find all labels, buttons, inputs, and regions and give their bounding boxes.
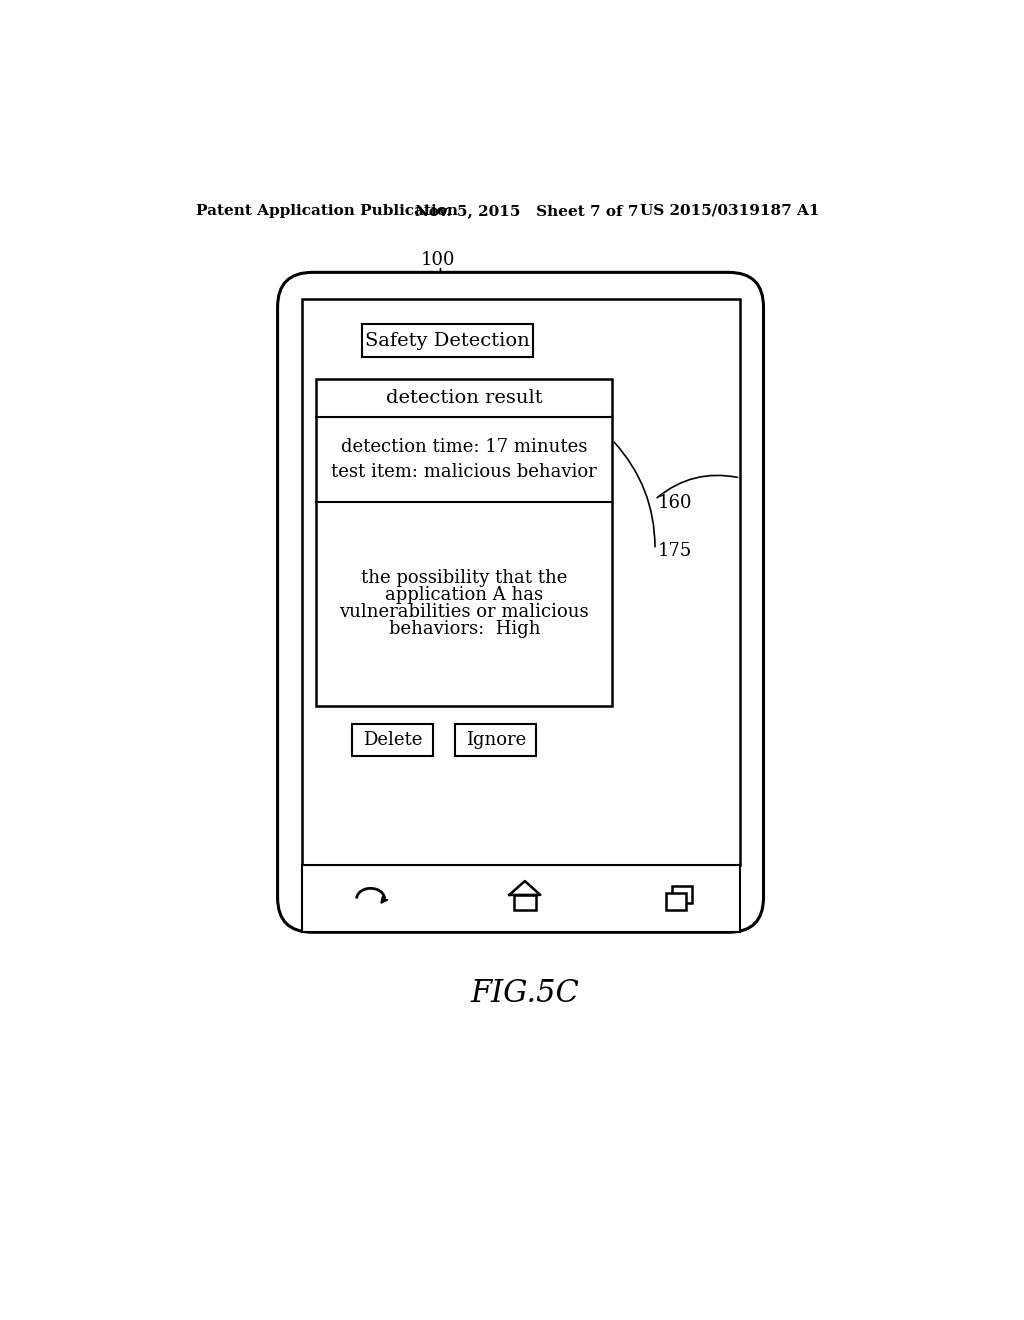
Text: detection result: detection result — [386, 389, 543, 407]
Text: detection time: 17 minutes: detection time: 17 minutes — [341, 438, 588, 457]
Text: vulnerabilities or malicious: vulnerabilities or malicious — [340, 603, 589, 622]
Text: 100: 100 — [421, 251, 456, 269]
Bar — [316, 379, 612, 706]
Text: Nov. 5, 2015   Sheet 7 of 7: Nov. 5, 2015 Sheet 7 of 7 — [415, 203, 638, 218]
Text: Ignore: Ignore — [466, 731, 526, 748]
Text: 160: 160 — [657, 495, 692, 512]
FancyBboxPatch shape — [278, 272, 764, 932]
Bar — [455, 723, 537, 756]
Bar — [666, 892, 686, 909]
Text: behaviors:  High: behaviors: High — [388, 620, 540, 639]
Bar — [352, 723, 433, 756]
Text: test item: malicious behavior: test item: malicious behavior — [332, 463, 597, 480]
Text: US 2015/0319187 A1: US 2015/0319187 A1 — [640, 203, 819, 218]
Text: 175: 175 — [657, 543, 691, 560]
Bar — [362, 323, 532, 358]
Text: Patent Application Publication: Patent Application Publication — [197, 203, 458, 218]
Text: the possibility that the: the possibility that the — [361, 569, 567, 587]
Bar — [672, 887, 692, 903]
Bar — [514, 895, 536, 911]
Text: Delete: Delete — [362, 731, 422, 748]
Bar — [302, 300, 740, 866]
Text: FIG.5C: FIG.5C — [470, 978, 580, 1010]
Text: application A has: application A has — [385, 586, 544, 605]
Bar — [302, 866, 740, 932]
Text: Safety Detection: Safety Detection — [365, 331, 529, 350]
